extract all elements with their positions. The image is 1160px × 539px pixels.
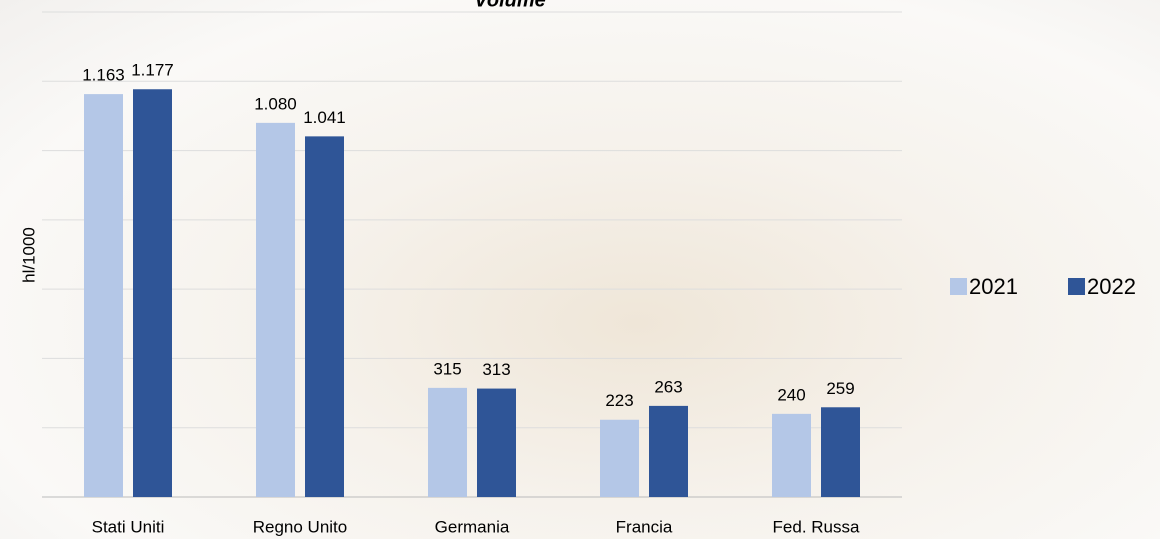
- x-tick-label: Stati Uniti: [92, 517, 165, 536]
- bar: [821, 407, 860, 497]
- data-label: 315: [433, 359, 461, 378]
- bar: [133, 89, 172, 497]
- data-label: 240: [777, 385, 805, 404]
- legend-label: 2021: [969, 274, 1018, 299]
- bar: [649, 406, 688, 497]
- x-tick-label: Francia: [616, 517, 673, 536]
- chart: Volume hl/1000 Stati Uniti 1.163 1.177 Regn…: [0, 0, 1160, 539]
- legend-swatch: [950, 278, 967, 295]
- x-tick-label: Fed. Russa: [773, 517, 860, 536]
- data-label: 223: [605, 391, 633, 410]
- x-tick-label: Germania: [435, 517, 510, 536]
- bar: [84, 94, 123, 497]
- page: Volume hl/1000 Stati Uniti 1.163 1.177 Regn…: [0, 0, 1160, 539]
- legend-swatch: [1068, 278, 1085, 295]
- bar: [600, 420, 639, 497]
- data-label: 1.041: [303, 108, 346, 127]
- data-label: 1.163: [82, 66, 125, 85]
- bar: [772, 414, 811, 497]
- data-label: 313: [482, 360, 510, 379]
- y-axis-label: hl/1000: [19, 227, 38, 283]
- bar: [256, 123, 295, 497]
- data-label: 259: [826, 379, 854, 398]
- legend-label: 2022: [1087, 274, 1136, 299]
- chart-title: Volume: [474, 0, 546, 11]
- bar: [305, 136, 344, 497]
- x-tick-label: Regno Unito: [253, 517, 348, 536]
- data-label: 263: [654, 377, 682, 396]
- data-label: 1.080: [254, 94, 297, 113]
- data-label: 1.177: [131, 61, 174, 80]
- bar: [428, 388, 467, 497]
- bar: [477, 389, 516, 497]
